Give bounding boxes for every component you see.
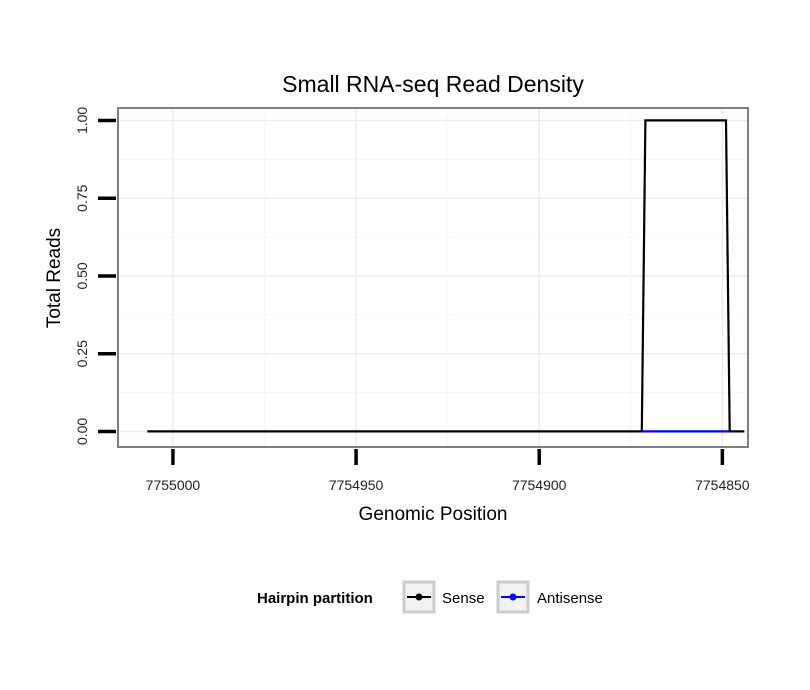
legend-label-sense: Sense [442,590,485,607]
y-tick-label: 0.75 [74,184,90,211]
legend-point-sense [415,593,423,601]
x-axis-label: Genomic Position [359,504,508,525]
x-axis: 7755000 7754950 7754900 7754850 [146,449,750,493]
legend-key-antisense [496,580,530,614]
legend-label-antisense: Antisense [537,590,603,607]
chart-title: Small RNA-seq Read Density [282,71,584,97]
y-tick-label: 0.00 [74,418,90,445]
legend-point-antisense [509,593,517,601]
grid [118,108,748,447]
y-axis: 0.00 0.25 0.50 0.75 1.00 [74,107,116,445]
y-tick-label: 1.00 [74,107,90,134]
x-tick-label: 7754950 [329,477,384,493]
x-tick-label: 7754900 [512,477,567,493]
x-tick-label: 7755000 [146,477,201,493]
legend: Hairpin partition Sense Antisense [257,580,603,614]
series-line-sense [147,119,745,433]
legend-item-sense: Sense [402,580,485,614]
y-axis-label: Total Reads [44,228,65,328]
legend-title: Hairpin partition [257,590,373,607]
x-tick-label: 7754850 [695,477,750,493]
legend-item-antisense: Antisense [496,580,603,614]
y-tick-label: 0.50 [74,262,90,289]
series-layer [147,119,745,433]
plot-panel-border [117,107,749,448]
y-tick-label: 0.25 [74,340,90,367]
